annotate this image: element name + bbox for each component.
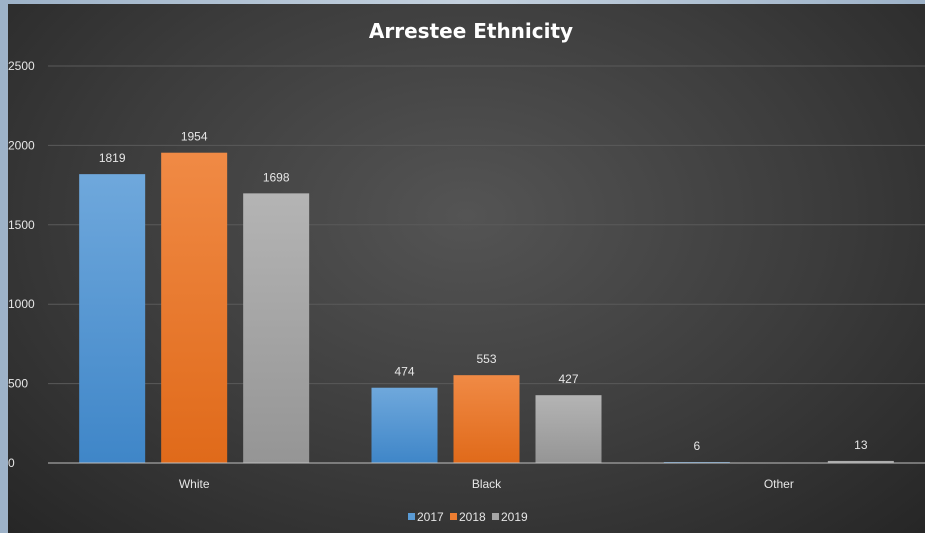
x-axis-categories: White Black Other — [179, 477, 794, 491]
bar-black-2017 — [371, 387, 438, 463]
bar-other-2019 — [827, 460, 894, 463]
chart-title: Arrestee Ethnicity — [369, 19, 573, 43]
legend-swatch-2019 — [492, 513, 499, 520]
x-category-label: Other — [764, 477, 794, 491]
bar-white-2017 — [79, 174, 146, 463]
data-label: 1954 — [181, 130, 208, 144]
data-label: 13 — [854, 438, 868, 452]
data-label: 1698 — [263, 170, 290, 184]
x-category-label: Black — [472, 477, 502, 491]
data-label: 427 — [558, 372, 578, 386]
bars — [79, 152, 894, 463]
bar-white-2019 — [243, 193, 310, 463]
y-tick-label: 1500 — [8, 218, 35, 232]
legend-label: 2019 — [501, 510, 528, 524]
bar-white-2018 — [161, 152, 228, 463]
legend: 2017 2018 2019 — [408, 510, 528, 524]
y-tick-label: 2000 — [8, 138, 35, 152]
legend-label: 2018 — [459, 510, 486, 524]
data-label: 474 — [394, 365, 414, 379]
y-tick-label: 500 — [8, 377, 28, 391]
y-tick-label: 1000 — [8, 297, 35, 311]
bar-black-2018 — [453, 375, 520, 463]
legend-swatch-2018 — [450, 513, 457, 520]
x-category-label: White — [179, 477, 210, 491]
y-axis-ticks: 0 500 1000 1500 2000 2500 — [8, 59, 35, 470]
data-label: 6 — [693, 439, 700, 453]
bar-black-2019 — [535, 395, 602, 463]
data-labels: 1819 1954 1698 474 553 427 6 13 — [99, 130, 868, 453]
y-tick-label: 2500 — [8, 59, 35, 73]
data-label: 1819 — [99, 151, 126, 165]
data-label: 553 — [476, 352, 496, 366]
legend-swatch-2017 — [408, 513, 415, 520]
legend-label: 2017 — [417, 510, 444, 524]
y-tick-label: 0 — [8, 456, 15, 470]
